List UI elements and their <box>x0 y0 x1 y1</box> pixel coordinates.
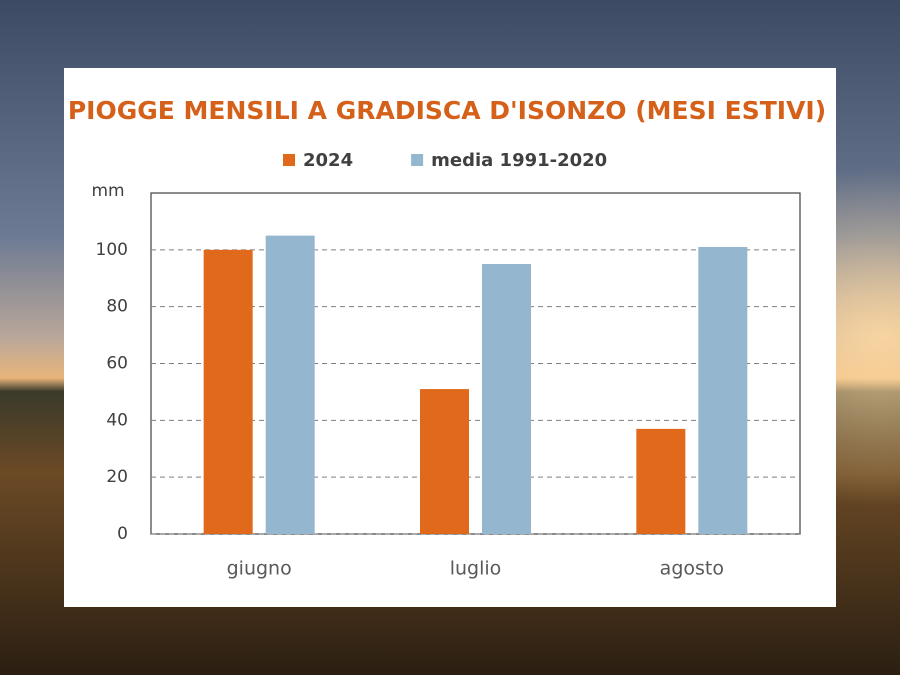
bar <box>482 264 531 534</box>
y-tick-label: 20 <box>106 467 128 487</box>
x-tick-label: giugno <box>227 558 292 580</box>
y-tick-label: 40 <box>106 410 128 430</box>
chart-title: PIOGGE MENSILI A GRADISCA D'ISONZO (MESI… <box>68 96 826 125</box>
bar <box>420 389 469 534</box>
y-tick-label: 80 <box>106 297 128 317</box>
y-tick-label: 0 <box>117 524 128 544</box>
bar <box>203 249 253 535</box>
x-tick-label: luglio <box>450 558 502 580</box>
legend-label: media 1991-2020 <box>431 150 607 171</box>
bar <box>636 428 686 534</box>
legend-swatch <box>283 154 295 166</box>
legend-label: 2024 <box>303 150 353 171</box>
y-axis-label: mm <box>91 181 124 201</box>
bar <box>698 246 748 534</box>
legend-swatch <box>411 154 424 166</box>
bar <box>265 235 315 534</box>
x-tick-label: agosto <box>660 558 724 580</box>
y-tick-label: 60 <box>106 354 128 374</box>
y-tick-label: 100 <box>96 240 128 260</box>
